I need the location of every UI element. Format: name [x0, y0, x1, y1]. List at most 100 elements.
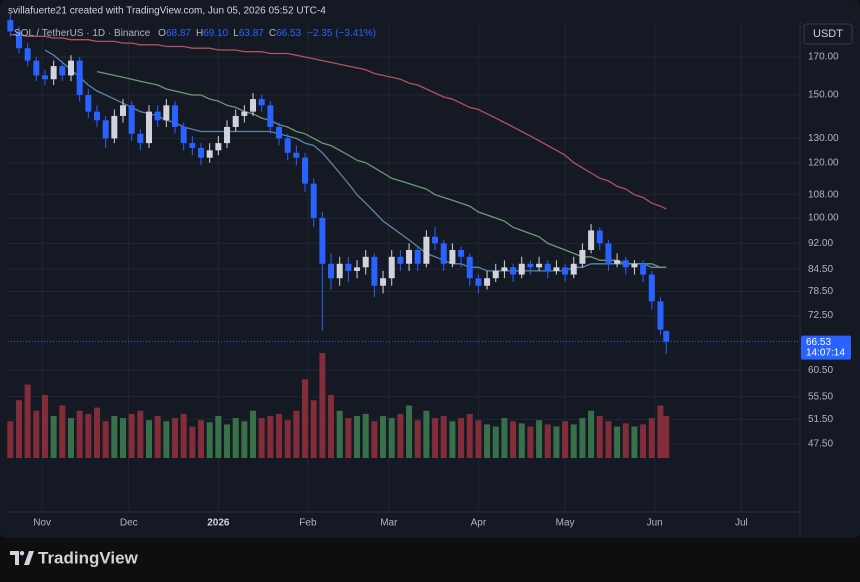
- volume-bar: [328, 395, 335, 458]
- symbol: SOL / TetherUS · 1D · Binance: [14, 28, 151, 39]
- candle-body: [484, 278, 491, 286]
- candle-body: [232, 115, 239, 127]
- volume-bar: [67, 418, 74, 458]
- x-tick-label: Feb: [299, 518, 317, 529]
- volume-bar: [154, 416, 161, 458]
- candle-body: [458, 249, 465, 257]
- volume-bar: [24, 384, 31, 458]
- volume-bar: [85, 413, 92, 458]
- volume-bar: [492, 426, 499, 458]
- brand-logo: [10, 551, 34, 565]
- candle-body: [588, 230, 595, 250]
- volume-bar: [102, 421, 109, 458]
- candle-body: [648, 274, 655, 302]
- volume-bar: [310, 400, 317, 458]
- volume-bar: [276, 413, 283, 458]
- candle-body: [596, 230, 603, 244]
- volume-bar: [484, 424, 491, 458]
- volume-bar: [596, 416, 603, 458]
- volume-bar: [605, 421, 612, 458]
- candle-body: [518, 263, 525, 275]
- volume-bar: [50, 416, 57, 458]
- candle-body: [59, 66, 66, 76]
- candle-body: [76, 60, 83, 95]
- volume-bar: [510, 421, 517, 458]
- candle-body: [146, 111, 153, 144]
- candle-body: [440, 243, 447, 264]
- volume-bar: [172, 418, 179, 458]
- volume-bar: [588, 410, 595, 458]
- candle-body: [466, 256, 473, 279]
- volume-bar: [41, 395, 48, 458]
- candle-body: [371, 256, 378, 286]
- candle-body: [475, 278, 482, 286]
- volume-bar: [371, 421, 378, 458]
- candle-body: [319, 218, 326, 264]
- candle-body: [293, 152, 300, 158]
- volume-bar: [7, 421, 14, 458]
- moving-average: [96, 70, 667, 268]
- candle-body: [198, 147, 205, 158]
- candle-body: [492, 270, 499, 279]
- volume-bar: [663, 416, 670, 458]
- candle-body: [180, 126, 187, 144]
- candle-body: [215, 143, 222, 151]
- y-tick-label: 170.00: [808, 52, 839, 63]
- volume-bar: [432, 418, 439, 458]
- y-tick-label: 120.00: [808, 157, 839, 168]
- volume-bar: [232, 418, 239, 458]
- candle-body: [336, 263, 343, 279]
- volume-bar: [120, 418, 127, 458]
- volume-bar: [614, 426, 621, 458]
- candle-body: [380, 278, 387, 286]
- volume-bar: [224, 424, 231, 458]
- candle-body: [302, 157, 309, 184]
- candle-body: [362, 256, 369, 268]
- volume-bar: [362, 413, 369, 458]
- volume-bar: [536, 420, 543, 458]
- volume-bar: [33, 410, 40, 458]
- y-tick-label: 55.50: [808, 391, 833, 402]
- candle-body: [258, 99, 265, 106]
- moving-average: [10, 34, 667, 210]
- candle-body: [128, 105, 135, 134]
- candle-body: [449, 249, 456, 264]
- last-price-label: 66.53: [806, 337, 831, 348]
- volume-bar: [449, 421, 456, 458]
- candle-body: [397, 256, 404, 264]
- volume-bar: [544, 424, 551, 458]
- logo-mark: [24, 551, 34, 565]
- candle-body: [501, 267, 508, 271]
- y-tick-label: 130.00: [808, 133, 839, 144]
- ohlc-value: 69.10: [203, 28, 228, 39]
- candle-body: [570, 263, 577, 275]
- volume-bar: [562, 421, 569, 458]
- candle-body: [614, 260, 621, 264]
- volume-bar: [406, 405, 413, 458]
- candle-body: [41, 75, 48, 80]
- brand: TradingView: [38, 548, 139, 567]
- candle-body: [388, 256, 395, 279]
- volume-bar: [336, 410, 343, 458]
- volume-bar: [380, 416, 387, 458]
- candle-body: [544, 263, 551, 271]
- ohlc-letter: O: [158, 28, 166, 39]
- volume-bar: [267, 416, 274, 458]
- volume-bar: [553, 426, 560, 458]
- logo-mark: [10, 551, 19, 565]
- countdown: 14:07:14: [806, 347, 845, 358]
- candle-body: [406, 249, 413, 264]
- candle-body: [33, 60, 40, 76]
- candle-body: [432, 236, 439, 244]
- volume-bar: [423, 410, 430, 458]
- candle-body: [50, 66, 57, 80]
- candle-body: [241, 111, 248, 116]
- volume-bar: [657, 405, 664, 458]
- volume-bar: [302, 379, 309, 458]
- volume-bar: [293, 410, 300, 458]
- candle-body: [631, 263, 638, 268]
- candle-body: [206, 150, 213, 158]
- candle-body: [527, 263, 534, 268]
- candle-body: [172, 105, 179, 127]
- candle-body: [163, 105, 170, 121]
